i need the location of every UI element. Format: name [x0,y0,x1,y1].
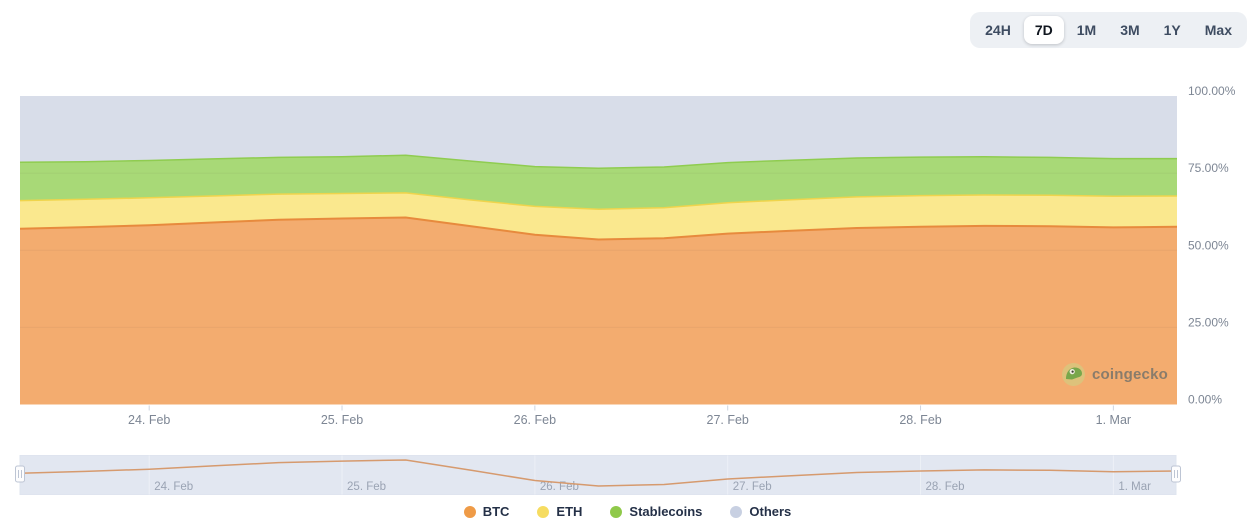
range-button-max[interactable]: Max [1194,16,1243,44]
y-axis-label: 75.00% [1188,161,1229,175]
chart-legend: BTC ETH Stablecoins Others [0,504,1255,519]
legend-label: Stablecoins [629,504,703,519]
range-button-24h[interactable]: 24H [974,16,1022,44]
legend-dot-btc [463,505,476,518]
range-button-3m[interactable]: 3M [1109,16,1150,44]
y-axis-label: 50.00% [1188,238,1229,252]
range-button-1y[interactable]: 1Y [1153,16,1192,44]
x-axis-label: 25. Feb [321,413,363,427]
navigator-track[interactable] [19,455,1177,495]
x-axis-label: 1. Mar [1096,413,1131,427]
series-line-eth [19,192,1178,210]
area-btc [20,217,1177,405]
series-line-stablecoins [19,154,1177,169]
legend-item-eth[interactable]: ETH [537,504,582,519]
legend-label: BTC [482,504,510,519]
legend-label: ETH [556,504,583,519]
range-button-7d[interactable]: 7D [1023,16,1064,44]
navigator-handle-left[interactable] [15,465,25,483]
x-axis-label: 27. Feb [707,413,749,427]
y-axis-label: 100.00% [1188,84,1236,98]
time-range-selector: 24H 7D 1M 3M 1Y Max [970,12,1247,48]
chart-plot-area[interactable] [20,96,1177,405]
navigator-date-label: 1. Mar [1118,481,1151,493]
y-axis-label: 25.00% [1188,315,1229,329]
legend-dot-eth [537,505,550,518]
y-axis-label: 0.00% [1188,393,1222,407]
legend-dot-stablecoins [610,505,623,518]
legend-item-btc[interactable]: BTC [463,504,510,519]
legend-item-stablecoins[interactable]: Stablecoins [610,504,702,519]
range-button-1m[interactable]: 1M [1066,16,1107,44]
series-line-btc [19,216,1178,241]
x-axis-label: 24. Feb [128,413,170,427]
navigator-date-label: 25. Feb [347,481,386,493]
legend-label: Others [749,504,792,519]
legend-dot-others [730,505,743,518]
x-axis-label: 28. Feb [899,413,941,427]
navigator-date-label: 24. Feb [154,481,193,493]
navigator-date-label: 28. Feb [926,481,965,493]
x-axis-label: 26. Feb [514,413,556,427]
navigator-handle-right[interactable] [1171,465,1181,483]
navigator-date-label: 27. Feb [733,481,772,493]
navigator-line [19,459,1178,487]
legend-item-others[interactable]: Others [730,504,791,519]
